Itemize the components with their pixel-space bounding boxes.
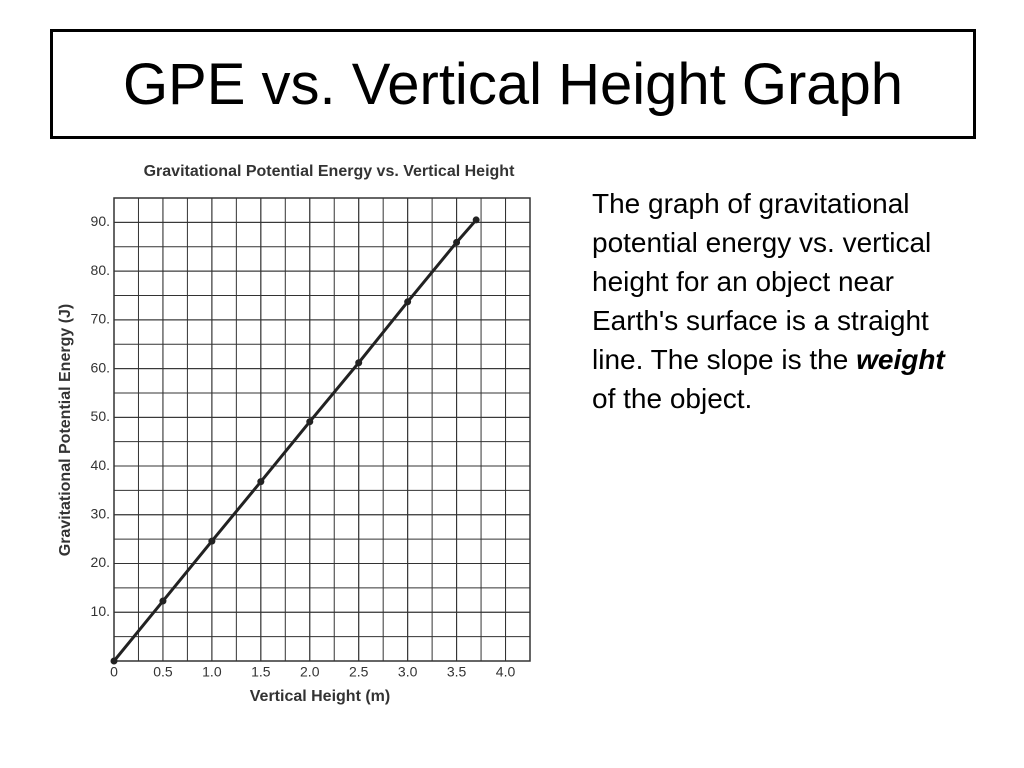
data-point: [306, 418, 314, 426]
data-point: [404, 298, 412, 306]
body-text: The graph of gravitational potential ene…: [592, 184, 964, 418]
y-tick-label: 20.: [91, 554, 110, 570]
plot-frame: [113, 197, 531, 662]
y-tick-label: 30.: [91, 505, 110, 521]
body-text-part: of the object.: [592, 383, 753, 414]
x-axis-label: Vertical Height (m): [250, 688, 390, 705]
x-tick-label: 0: [110, 664, 118, 680]
x-tick-label: 1.5: [251, 664, 271, 680]
data-point: [159, 597, 167, 605]
data-point: [453, 238, 461, 246]
data-point: [208, 537, 216, 545]
x-tick-label: 2.5: [349, 664, 369, 680]
data-point: [257, 478, 265, 486]
x-tick-label: 0.5: [153, 664, 173, 680]
x-tick-label: 4.0: [496, 664, 516, 680]
data-point: [110, 657, 118, 665]
data-line: [112, 218, 478, 662]
x-tick-label: 3.0: [398, 664, 418, 680]
body-emphasis: weight: [856, 344, 945, 375]
x-tick-label: 2.0: [300, 664, 320, 680]
y-tick-label: 90.: [91, 213, 110, 229]
y-tick-label: 70.: [91, 311, 110, 327]
y-tick-label: 40.: [91, 457, 110, 473]
chart-title: Gravitational Potential Energy vs. Verti…: [144, 163, 515, 180]
y-axis-label: Gravitational Potential Energy (J): [57, 304, 74, 557]
data-point: [472, 216, 480, 224]
y-tick-label: 80.: [91, 262, 110, 278]
x-tick-label: 1.0: [202, 664, 222, 680]
y-tick-label: 50.: [91, 408, 110, 424]
y-tick-label: 60.: [91, 359, 110, 375]
y-tick-label: 10.: [91, 603, 110, 619]
data-point: [355, 359, 363, 367]
slide-title: GPE vs. Vertical Height Graph: [50, 29, 976, 139]
x-tick-label: 3.5: [447, 664, 467, 680]
body-text-part: The graph of gravitational potential ene…: [592, 188, 932, 375]
